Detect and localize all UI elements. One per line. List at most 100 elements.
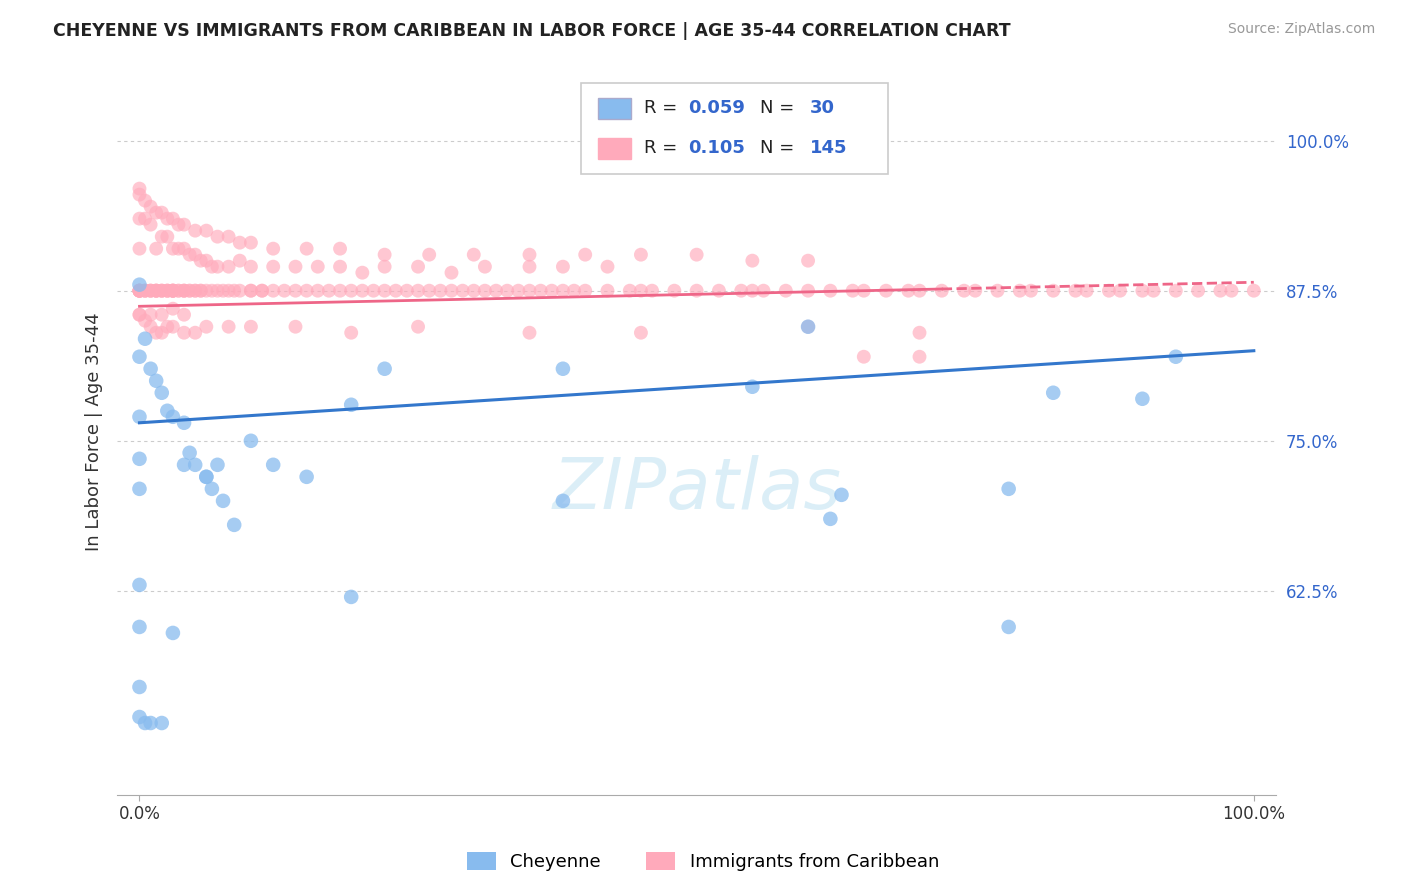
Point [173,284,195,298]
Point [207,458,229,472]
Legend: Cheyenne, Immigrants from Caribbean: Cheyenne, Immigrants from Caribbean [460,845,946,879]
Point [134,284,156,298]
Point [307,260,329,274]
Point [852,350,875,364]
Point [195,253,218,268]
Point [574,284,596,298]
Point [1098,284,1121,298]
Point [374,260,396,274]
Point [284,319,307,334]
Point [519,260,541,274]
Point [852,284,875,298]
Point [150,716,173,731]
Point [451,284,474,298]
Point [519,247,541,261]
Point [145,326,167,340]
Point [145,205,167,219]
Point [162,626,184,640]
Point [195,319,218,334]
Point [1132,392,1154,406]
Point [831,488,853,502]
Point [340,284,363,298]
Point [156,319,179,334]
Point [352,266,374,280]
Point [1008,284,1031,298]
Point [239,235,262,250]
Point [162,211,184,226]
Point [374,361,396,376]
Point [162,242,184,256]
Point [1243,284,1265,298]
Point [173,284,195,298]
Point [406,260,429,274]
Point [156,284,179,298]
Point [139,284,162,298]
Point [134,194,156,208]
Point [207,229,229,244]
Text: R =: R = [644,139,683,158]
Point [128,620,150,634]
Point [195,470,218,484]
Point [145,284,167,298]
Point [167,284,190,298]
Point [212,284,235,298]
Point [162,301,184,316]
Point [284,284,307,298]
Y-axis label: In Labor Force | Age 35-44: In Labor Force | Age 35-44 [86,312,103,551]
Point [184,326,207,340]
Point [1142,284,1164,298]
Point [150,385,173,400]
Point [664,284,686,298]
Point [239,284,262,298]
Point [239,260,262,274]
Point [128,409,150,424]
Point [128,284,150,298]
Point [997,482,1019,496]
Point [162,284,184,298]
Text: 145: 145 [810,139,848,158]
Point [986,284,1008,298]
Point [173,242,195,256]
Point [173,284,195,298]
Point [173,416,195,430]
Point [1064,284,1087,298]
Point [162,284,184,298]
FancyBboxPatch shape [598,98,630,119]
Point [128,242,150,256]
Point [551,361,574,376]
Point [685,284,707,298]
Point [1109,284,1132,298]
Point [250,284,273,298]
Point [406,284,429,298]
Point [239,319,262,334]
Point [730,284,752,298]
Point [195,470,218,484]
Point [139,200,162,214]
Point [1187,284,1209,298]
Point [128,284,150,298]
Point [340,590,363,604]
Point [128,308,150,322]
Point [150,308,173,322]
Point [1076,284,1098,298]
Point [179,284,201,298]
Point [908,326,931,340]
Point [128,284,150,298]
Point [496,284,519,298]
Point [218,229,240,244]
Point [1209,284,1232,298]
Point [797,284,820,298]
Point [184,247,207,261]
Point [145,242,167,256]
Point [562,284,585,298]
Point [139,284,162,298]
Point [184,224,207,238]
Point [201,284,224,298]
Point [685,247,707,261]
Point [797,319,820,334]
Point [128,277,150,292]
Point [218,284,240,298]
Point [463,284,485,298]
Point [295,242,318,256]
Point [619,284,641,298]
